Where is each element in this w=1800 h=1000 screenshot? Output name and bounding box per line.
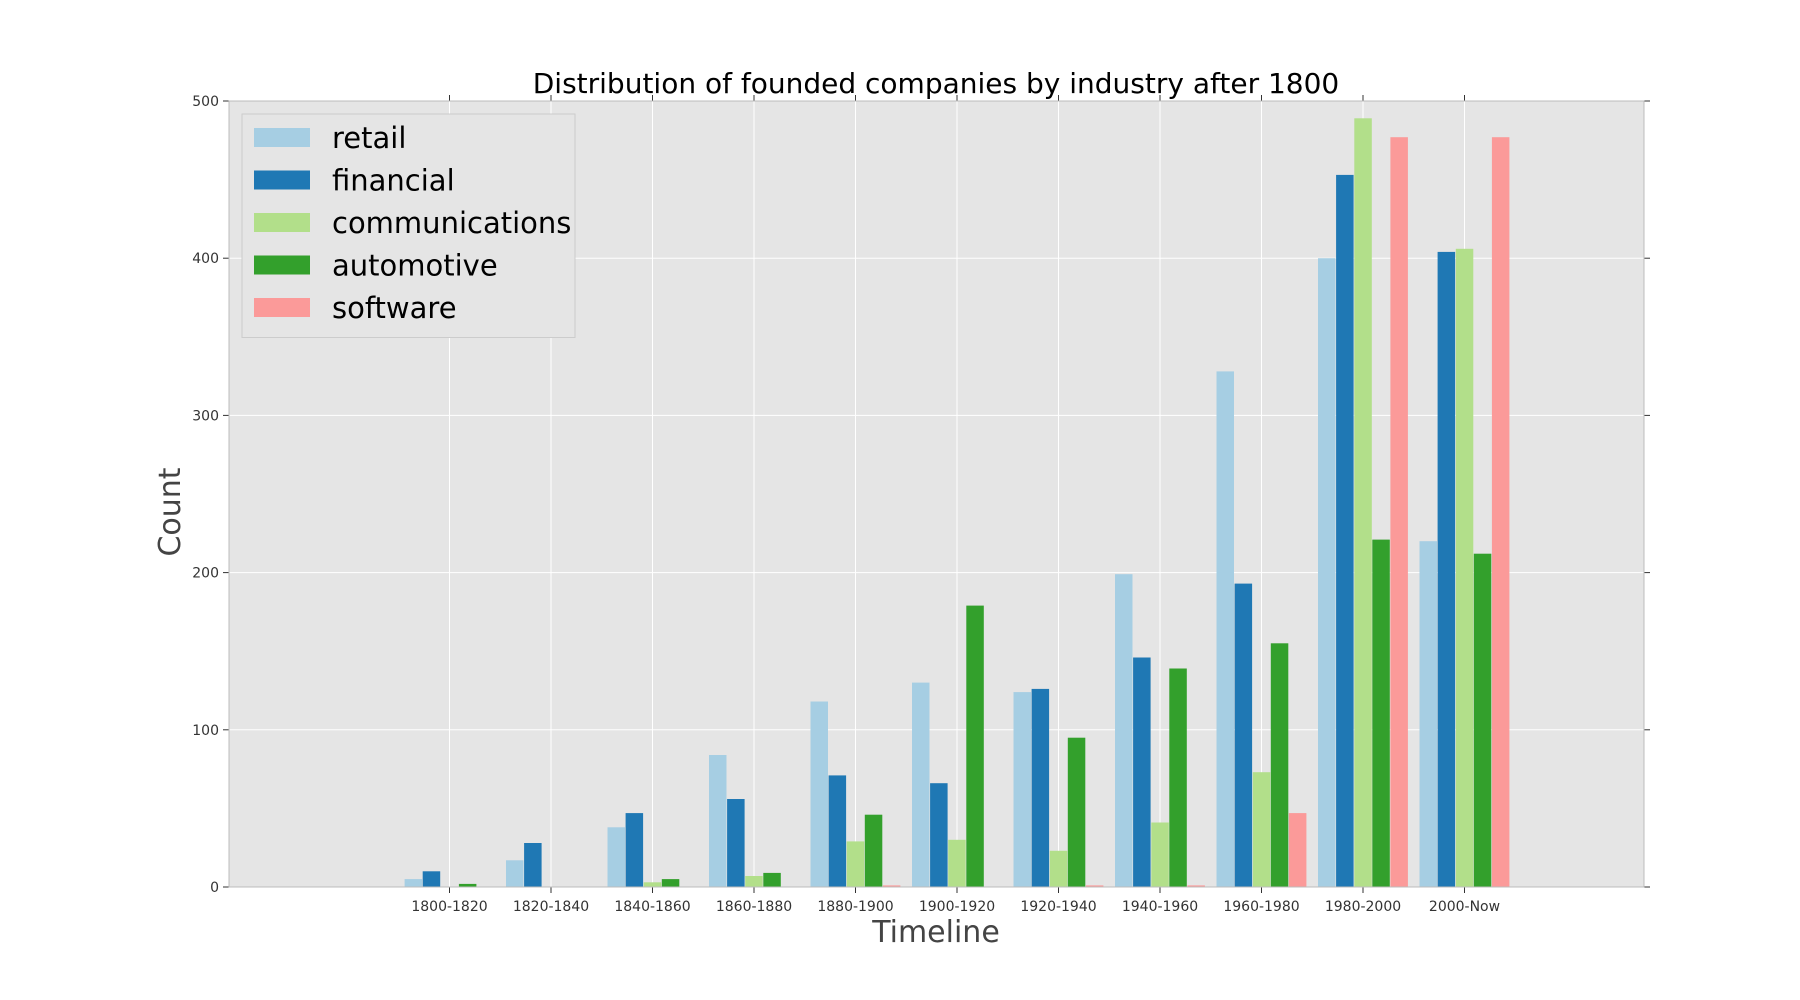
bar-automotive-1880-1900 [864, 814, 883, 887]
bar-communications-1920-1940 [1049, 850, 1068, 887]
x-tick-label: 1960-1980 [1223, 899, 1299, 915]
bar-financial-1820-1840 [524, 843, 542, 887]
bar-software-1880-1900 [882, 885, 901, 887]
legend-swatch-software [254, 298, 310, 317]
bar-retail-1800-1820 [404, 879, 423, 887]
bar-financial-1920-1940 [1031, 688, 1050, 887]
legend-swatch-automotive [254, 255, 310, 275]
plot-frame [228, 100, 1645, 888]
x-axis-title: Timeline [871, 915, 1000, 950]
legend-label-communications: communications [332, 206, 571, 240]
x-tick-label: 1920-1940 [1020, 899, 1096, 915]
bar-communications-1980-2000 [1354, 118, 1372, 888]
x-tick-label: 1860-1880 [716, 899, 792, 915]
bar-financial-2000-Now [1437, 251, 1456, 887]
x-tick-label: 1840-1860 [614, 899, 690, 915]
bar-communications-1880-1900 [846, 841, 865, 887]
bar-retail-1900-1920 [912, 682, 930, 887]
bars [404, 118, 1510, 888]
bar-financial-1980-2000 [1336, 174, 1354, 887]
bar-automotive-1860-1880 [763, 872, 781, 887]
bar-automotive-2000-Now [1473, 553, 1492, 887]
legend-swatch-retail [254, 128, 310, 147]
bar-communications-1840-1860 [643, 882, 662, 887]
legend: retail financial communications automotive s… [241, 113, 576, 338]
bar-communications-1960-1980 [1252, 772, 1271, 887]
x-tick-label: 2000-Now [1429, 899, 1500, 915]
bar-automotive-1840-1860 [661, 879, 680, 887]
y-tick-label: 400 [192, 251, 219, 267]
bar-financial-1960-1980 [1234, 583, 1253, 887]
x-tick-label: 1880-1900 [817, 899, 893, 915]
x-tick-label: 1900-1920 [919, 899, 995, 915]
legend-label-automotive: automotive [332, 249, 498, 283]
bar-software-1980-2000 [1390, 137, 1408, 887]
bar-software-1920-1940 [1085, 885, 1104, 887]
y-tick-label: 100 [192, 723, 219, 739]
bar-automotive-1900-1920 [966, 605, 984, 887]
legend-label-retail: retail [332, 121, 406, 155]
bar-automotive-1960-1980 [1270, 643, 1289, 887]
bar-communications-1860-1880 [745, 876, 763, 887]
x-tick-label: 1980-2000 [1325, 899, 1401, 915]
bar-automotive-1940-1960 [1169, 668, 1187, 887]
bar-financial-1860-1880 [727, 799, 745, 887]
bar-automotive-1920-1940 [1067, 737, 1086, 887]
y-tick-label: 300 [192, 408, 219, 424]
y-tick-label: 200 [192, 566, 219, 582]
bar-retail-1880-1900 [810, 701, 828, 887]
y-axis-title: Count [153, 467, 188, 556]
bar-software-2000-Now [1491, 137, 1510, 887]
bar-retail-2000-Now [1419, 541, 1437, 887]
legend-label-financial: financial [332, 164, 455, 198]
bar-communications-2000-Now [1455, 248, 1474, 888]
bar-retail-1820-1840 [506, 860, 524, 887]
axis-ticks: 0 100 200 300 400 500 1800-1820 1820-1840 1840-1… [192, 94, 1650, 915]
x-tick-label: 1940-1960 [1122, 899, 1198, 915]
bar-financial-1940-1960 [1133, 657, 1151, 887]
chart-title: Distribution of founded companies by ind… [533, 67, 1340, 100]
bar-financial-1900-1920 [930, 783, 948, 887]
bar-financial-1880-1900 [828, 775, 847, 887]
bar-communications-1900-1920 [948, 839, 966, 887]
bar-software-1940-1960 [1187, 885, 1205, 887]
bar-retail-1860-1880 [709, 755, 727, 887]
bar-retail-1940-1960 [1115, 574, 1133, 887]
y-tick-label: 0 [210, 880, 219, 896]
x-tick-label: 1800-1820 [411, 899, 487, 915]
bar-financial-1800-1820 [422, 871, 441, 887]
bar-financial-1840-1860 [625, 813, 644, 887]
bar-retail-1960-1980 [1216, 371, 1234, 887]
legend-label-software: software [332, 291, 457, 325]
bar-automotive-1980-2000 [1372, 539, 1390, 887]
legend-swatch-financial [254, 170, 310, 190]
bar-retail-1980-2000 [1318, 258, 1336, 887]
y-tick-label: 500 [192, 94, 219, 110]
bar-automotive-1800-1820 [458, 883, 477, 887]
x-tick-label: 1820-1840 [513, 899, 589, 915]
bar-software-1960-1980 [1288, 813, 1307, 887]
bar-communications-1940-1960 [1151, 822, 1169, 887]
bar-retail-1920-1940 [1013, 692, 1031, 887]
legend-swatch-communications [254, 213, 310, 232]
bar-retail-1840-1860 [607, 827, 625, 887]
